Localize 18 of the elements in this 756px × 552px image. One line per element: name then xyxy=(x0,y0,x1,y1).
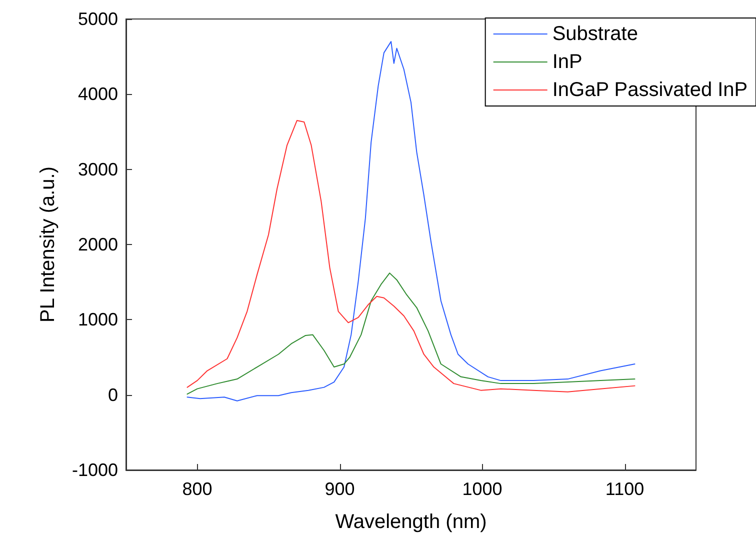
y-tick-label: -1000 xyxy=(72,460,118,480)
x-tick-label: 900 xyxy=(324,479,355,499)
x-tick-label: 1100 xyxy=(605,479,644,499)
y-tick-label: 1000 xyxy=(78,310,118,330)
line-series xyxy=(186,272,636,395)
line-series xyxy=(186,120,636,392)
x-tick-label: 1000 xyxy=(462,479,502,499)
y-tick-label: 3000 xyxy=(78,159,118,180)
legend-label: Substrate xyxy=(552,23,638,45)
y-tick-label: 5000 xyxy=(78,9,118,29)
x-tick-label: 800 xyxy=(182,479,212,499)
legend-label: InGaP Passivated InP xyxy=(552,79,748,101)
y-tick-label: 4000 xyxy=(78,84,118,104)
legend-label: InP xyxy=(552,51,582,73)
y-tick-label: 0 xyxy=(108,384,118,405)
y-axis-title: PL Intensity (a.u.) xyxy=(37,166,59,322)
x-axis-title: Wavelength (nm) xyxy=(335,511,487,533)
y-tick-label: 2000 xyxy=(78,234,118,254)
